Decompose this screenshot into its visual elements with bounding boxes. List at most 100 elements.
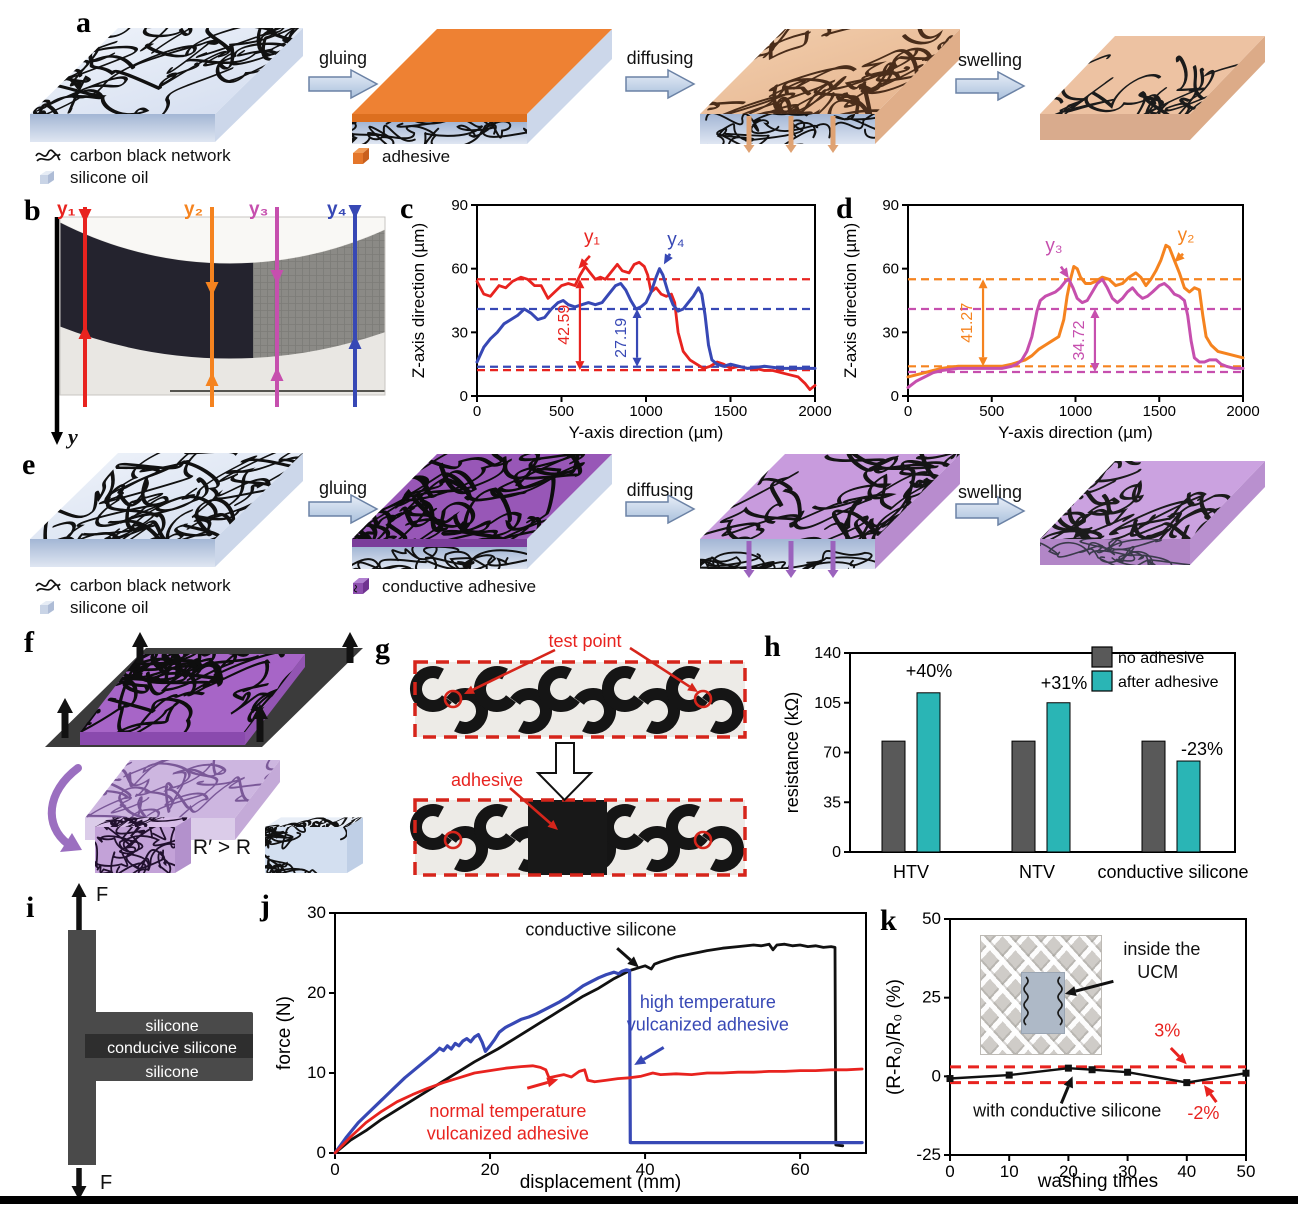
svg-text:60: 60 <box>791 1160 810 1179</box>
svg-text:35: 35 <box>823 794 841 811</box>
svg-text:Y-axis direction (µm): Y-axis direction (µm) <box>569 423 724 442</box>
step-label-diffusing-a: diffusing <box>626 48 694 68</box>
svg-text:force (N): force (N) <box>274 996 295 1070</box>
patch-squiggle-decoration <box>1023 976 1063 1026</box>
svg-text:-25: -25 <box>916 1145 941 1164</box>
svg-text:105: 105 <box>814 695 841 712</box>
svg-text:40: 40 <box>636 1160 655 1179</box>
svg-text:inside the: inside the <box>1123 939 1200 959</box>
page-divider <box>0 1196 1298 1204</box>
panel-label-g: g <box>375 632 390 665</box>
panel-label-f: f <box>24 626 34 659</box>
svg-text:30: 30 <box>1118 1162 1137 1181</box>
panel-i-specimen <box>68 883 253 1200</box>
step-label-gluing-e: gluing <box>318 478 368 498</box>
svg-text:0: 0 <box>330 1160 339 1179</box>
force-displacement-chart: 0 20 40 60 0 10 20 30 displacement (mm) force (N)… <box>274 903 867 1193</box>
legend-silicone-oil-label: silicone oil <box>70 168 149 187</box>
svg-text:0: 0 <box>832 844 841 861</box>
svg-text:30: 30 <box>451 324 468 341</box>
profile-chart-d: 0 500 1000 1500 2000 0 30 60 90 Y-axis direction … <box>841 197 1260 442</box>
svg-text:90: 90 <box>882 197 899 214</box>
svg-text:10: 10 <box>1000 1162 1019 1181</box>
svg-text:conductive silicone: conductive silicone <box>525 919 676 939</box>
svg-text:high temperature: high temperature <box>640 992 776 1012</box>
svg-text:Y-axis direction (µm): Y-axis direction (µm) <box>998 423 1153 442</box>
svg-text:Z-axis direction (µm): Z-axis direction (µm) <box>841 223 860 378</box>
svg-text:y₄: y₄ <box>667 229 685 250</box>
svg-text:0: 0 <box>460 388 468 405</box>
svg-text:vulcanized adhesive: vulcanized adhesive <box>427 1123 589 1143</box>
svg-text:140: 140 <box>814 645 841 662</box>
legend-carbon-black-a: carbon black network <box>34 146 231 166</box>
svg-text:10: 10 <box>307 1063 326 1082</box>
svg-text:50: 50 <box>1237 1162 1256 1181</box>
panel-g-strips <box>410 646 747 877</box>
svg-text:40: 40 <box>1177 1162 1196 1181</box>
svg-text:34.72: 34.72 <box>1071 320 1088 360</box>
panel-label-d: d <box>836 192 853 225</box>
panel-label-j: j <box>260 889 270 922</box>
resistance-relation-label: R′ > R <box>192 836 252 859</box>
panel-label-i: i <box>26 891 35 924</box>
svg-text:30: 30 <box>882 324 899 341</box>
svg-text:0: 0 <box>473 403 481 420</box>
panel-f-peel-schematic <box>45 632 364 873</box>
legend-adhesive-a: adhesive <box>348 146 450 168</box>
svg-text:0: 0 <box>317 1143 326 1162</box>
profile-chart-c: 0 500 1000 1500 2000 0 30 60 90 Y-axis direction … <box>409 197 832 442</box>
legend-silicone-oil-a: silicone oil <box>34 168 148 188</box>
scanline-label-y2: y₂ <box>184 199 204 220</box>
scanline-label-y4: y₄ <box>327 199 347 220</box>
svg-text:vulcanized adhesive: vulcanized adhesive <box>627 1015 789 1035</box>
y-axis-label: y <box>68 424 78 449</box>
panel-e-schematic <box>30 453 1265 578</box>
svg-text:after adhesive: after adhesive <box>1118 674 1219 691</box>
panel-label-h: h <box>764 630 781 663</box>
svg-text:y₃: y₃ <box>1045 236 1062 257</box>
svg-text:no adhesive: no adhesive <box>1118 650 1204 667</box>
svg-text:-23%: -23% <box>1181 739 1223 759</box>
scanline-label-y1: y₁ <box>57 199 76 220</box>
svg-text:3%: 3% <box>1154 1021 1180 1041</box>
layer-label-silicone-top: silicone <box>145 1018 199 1035</box>
force-label-bottom: F <box>100 1172 113 1194</box>
svg-text:27.19: 27.19 <box>613 318 630 358</box>
svg-text:0: 0 <box>945 1162 954 1181</box>
svg-text:70: 70 <box>823 745 841 762</box>
step-label-swelling-a: swelling <box>957 50 1023 70</box>
svg-text:resistance (kΩ): resistance (kΩ) <box>782 692 802 813</box>
layer-label-conductive: conducive silicone <box>107 1040 237 1057</box>
adhesive-cube-icon <box>353 148 369 164</box>
panel-label-e: e <box>22 448 36 481</box>
scanline-label-y3: y₃ <box>249 199 269 220</box>
legend-conductive-adhesive-label: conductive adhesive <box>382 577 537 596</box>
svg-text:0: 0 <box>891 388 899 405</box>
svg-text:normal temperature: normal temperature <box>429 1101 586 1121</box>
panel-label-a: a <box>76 6 91 39</box>
svg-text:50: 50 <box>922 909 941 928</box>
svg-text:HTV: HTV <box>893 862 929 882</box>
legend-carbon-black-e: carbon black network <box>34 576 231 596</box>
panel-label-c: c <box>400 192 414 225</box>
legend-carbon-black-label: carbon black network <box>70 576 231 595</box>
panel-label-k: k <box>880 904 897 937</box>
panel-b-photo <box>51 205 386 445</box>
svg-text:y₂: y₂ <box>1178 225 1195 246</box>
svg-text:(R-R₀)/R₀ (%): (R-R₀)/R₀ (%) <box>884 979 905 1095</box>
svg-text:30: 30 <box>307 903 326 922</box>
svg-text:20: 20 <box>1059 1162 1078 1181</box>
svg-text:Z-axis direction (µm): Z-axis direction (µm) <box>409 223 428 378</box>
step-label-gluing-a: gluing <box>318 48 368 68</box>
svg-text:0: 0 <box>932 1066 941 1085</box>
svg-text:2000: 2000 <box>1226 403 1259 420</box>
svg-text:2000: 2000 <box>798 403 831 420</box>
silicone-oil-cube-icon <box>40 171 54 184</box>
svg-text:500: 500 <box>979 403 1004 420</box>
svg-text:1000: 1000 <box>1059 403 1092 420</box>
svg-text:-2%: -2% <box>1187 1103 1219 1123</box>
svg-text:60: 60 <box>451 261 468 278</box>
svg-text:1000: 1000 <box>629 403 662 420</box>
